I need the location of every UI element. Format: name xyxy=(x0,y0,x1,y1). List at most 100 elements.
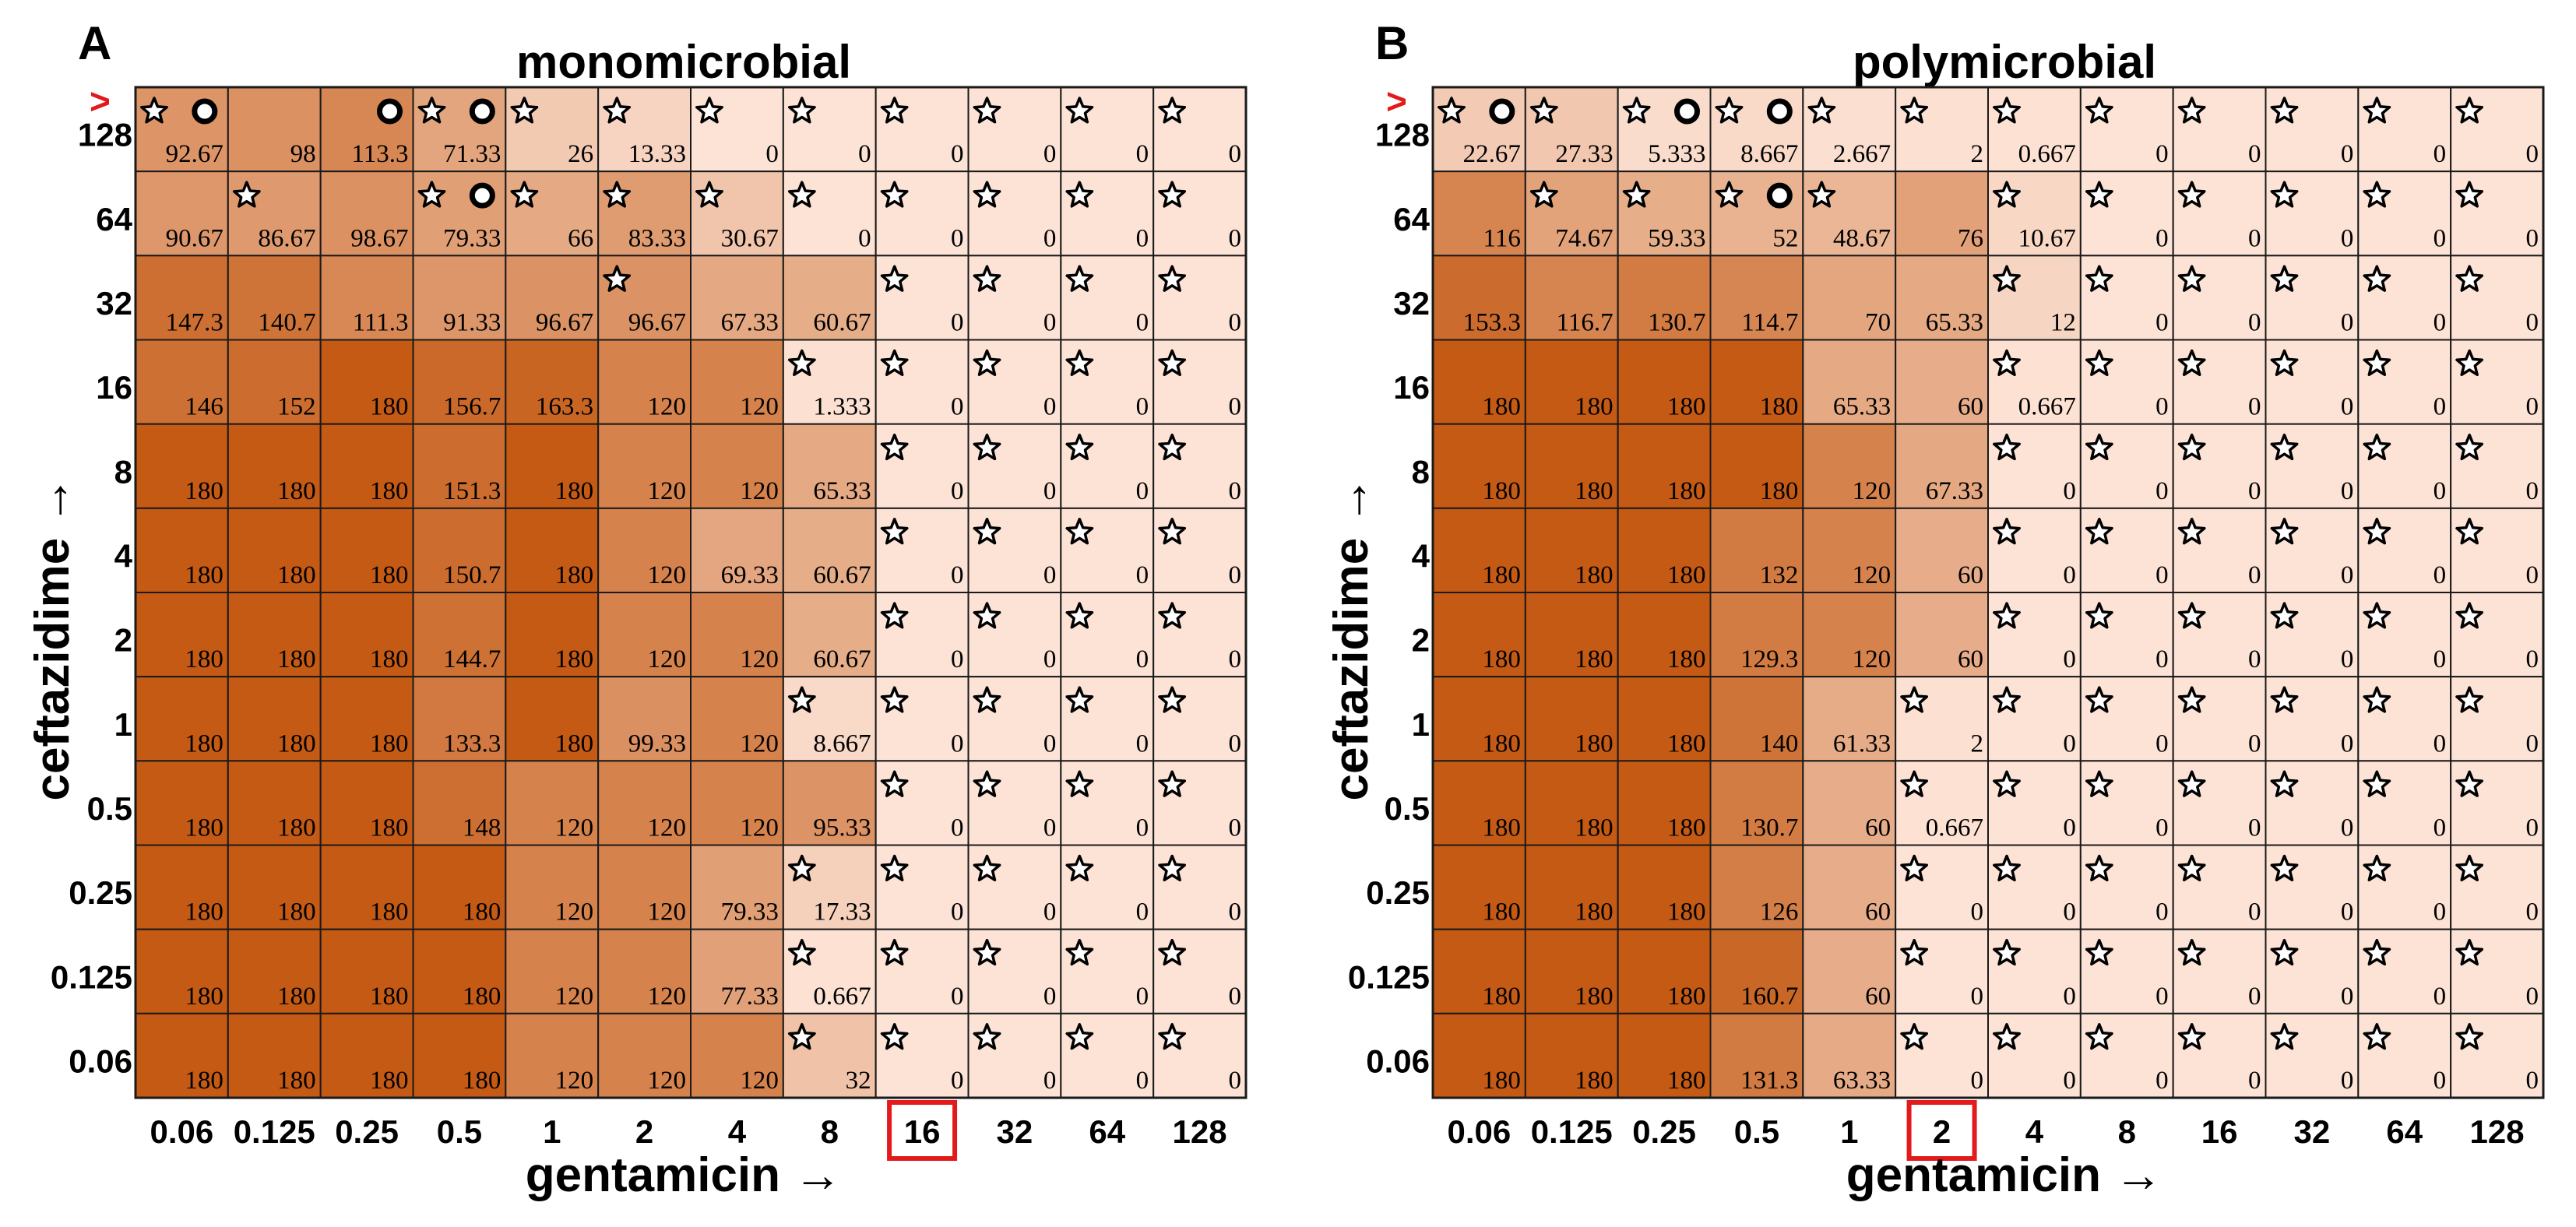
star-marker xyxy=(1900,770,1929,797)
star-marker xyxy=(1622,181,1651,208)
y-tick-label: 0.06 xyxy=(69,1043,132,1080)
cell-value-label: 96.67 xyxy=(628,309,686,337)
cell-value-label: 30.67 xyxy=(721,224,779,252)
star-marker xyxy=(2177,1023,2206,1050)
cell-value-label: 180 xyxy=(1575,561,1614,589)
cell-value-label: 0 xyxy=(2526,1067,2539,1095)
cell-value-label: 0 xyxy=(2526,730,2539,758)
cell-value-label: 12 xyxy=(2050,309,2076,337)
x-tick-label: 128 xyxy=(1173,1113,1227,1150)
cell-value-label: 0 xyxy=(2433,898,2447,926)
x-tick-label: 2 xyxy=(635,1113,653,1150)
cell-value-label: 22.67 xyxy=(1463,140,1521,168)
star-marker xyxy=(1993,518,2021,545)
cell-value-label: 180 xyxy=(555,477,594,505)
star-marker xyxy=(973,770,1001,797)
cell-value-label: 0 xyxy=(858,140,871,168)
cell-value-label: 116 xyxy=(1483,224,1521,252)
circle-marker xyxy=(1766,98,1793,125)
star-marker xyxy=(1993,686,2021,713)
cell-value-label: 148 xyxy=(463,814,501,842)
heatmap-cell xyxy=(1432,423,1526,509)
cell-value-label: 0 xyxy=(2526,898,2539,926)
cell-value-label: 10.67 xyxy=(2018,224,2076,252)
x-tick-label: 16 xyxy=(2201,1113,2238,1150)
cell-value-label: 0 xyxy=(2341,814,2354,842)
heatmap-cell xyxy=(2450,760,2544,846)
heatmap-cell xyxy=(1153,844,1248,930)
heatmap-cells: 22.67 27.33 5.333 8.667 2.667 2 0.667 0 0 0 0 0 116 7… xyxy=(1431,86,2545,1099)
heatmap-cell xyxy=(782,760,877,846)
cell-value-label: 130.7 xyxy=(1648,309,1705,337)
cell-value-label: 0 xyxy=(2248,730,2261,758)
x-tick-label: 32 xyxy=(997,1113,1033,1150)
y-tick-label: 0.125 xyxy=(51,958,132,995)
cell-value-label: 0 xyxy=(2341,309,2354,337)
y-tick-label: 1 xyxy=(1412,706,1430,743)
star-marker xyxy=(2177,602,2206,629)
heatmap-cell xyxy=(1987,676,2082,762)
cell-value-label: 65.33 xyxy=(813,477,871,505)
heatmap-cell xyxy=(1617,760,1712,846)
heatmap-cell xyxy=(967,592,1062,678)
cell-value-label: 0 xyxy=(2155,224,2169,252)
cell-value-label: 0 xyxy=(951,309,964,337)
cell-value-label: 67.33 xyxy=(1926,477,1983,505)
y-tick-label: 2 xyxy=(114,622,132,659)
heatmap-cell xyxy=(2450,1012,2544,1099)
star-marker xyxy=(2177,97,2206,124)
star-marker xyxy=(880,770,909,797)
cell-value-label: 0 xyxy=(2248,140,2261,168)
star-marker xyxy=(2270,938,2299,966)
heatmap-cell xyxy=(1895,928,1989,1014)
star-marker xyxy=(2455,602,2484,629)
cell-value-label: 0 xyxy=(2155,645,2169,673)
heatmap-cell xyxy=(227,171,322,257)
heatmap-cell xyxy=(135,1012,229,1099)
star-marker xyxy=(973,518,1001,545)
y-tick-label: 128 xyxy=(78,117,132,153)
star-marker xyxy=(2177,181,2206,208)
y-tick-labels: 128 64 32 16 8 4 2 1 0.5 0.25 0.125 0.06 xyxy=(1348,117,1431,1080)
cell-value-label: 0 xyxy=(2433,983,2447,1011)
cell-value-label: 120 xyxy=(740,730,779,758)
cell-value-label: 2.667 xyxy=(1833,140,1891,168)
heatmap-cell xyxy=(2172,592,2267,678)
star-marker xyxy=(1065,265,1094,292)
cell-value-label: 0 xyxy=(1229,393,1242,421)
star-marker xyxy=(1807,97,1836,124)
cell-value-label: 0 xyxy=(951,814,964,842)
star-marker xyxy=(2363,181,2391,208)
star-marker xyxy=(232,181,261,208)
cell-value-label: 0 xyxy=(1043,140,1057,168)
cell-value-label: 32 xyxy=(846,1067,871,1095)
y-tick-label: 2 xyxy=(1412,622,1430,659)
cell-value-label: 79.33 xyxy=(443,224,501,252)
heatmap-cell xyxy=(2172,423,2267,509)
heatmap-cell xyxy=(2265,760,2360,846)
star-marker xyxy=(1900,686,1929,713)
cell-value-label: 0 xyxy=(2155,983,2169,1011)
cell-value-label: 0 xyxy=(1229,224,1242,252)
circle-marker xyxy=(469,98,495,125)
x-tick-label: 1 xyxy=(1840,1113,1858,1150)
cell-value-label: 0 xyxy=(1136,730,1149,758)
star-marker xyxy=(603,265,632,292)
star-marker xyxy=(2455,181,2484,208)
x-tick-label: 64 xyxy=(2386,1113,2423,1150)
star-marker xyxy=(1993,349,2021,377)
heatmap-cell xyxy=(2450,86,2544,173)
cell-value-label: 0 xyxy=(2063,645,2076,673)
cell-value-label: 0 xyxy=(1043,898,1057,926)
cell-value-label: 0 xyxy=(2063,814,2076,842)
heatmap-cell xyxy=(1802,1012,1897,1099)
cell-value-label: 0 xyxy=(2433,309,2447,337)
cell-value-label: 120 xyxy=(555,983,594,1011)
cell-value-label: 99.33 xyxy=(628,730,686,758)
heatmap-cell xyxy=(1153,760,1248,846)
cell-value-label: 180 xyxy=(1667,730,1706,758)
cell-value-label: 0 xyxy=(1043,309,1057,337)
cell-value-label: 180 xyxy=(1575,477,1614,505)
cell-value-label: 0 xyxy=(2155,140,2169,168)
cell-value-label: 60.67 xyxy=(813,645,871,673)
